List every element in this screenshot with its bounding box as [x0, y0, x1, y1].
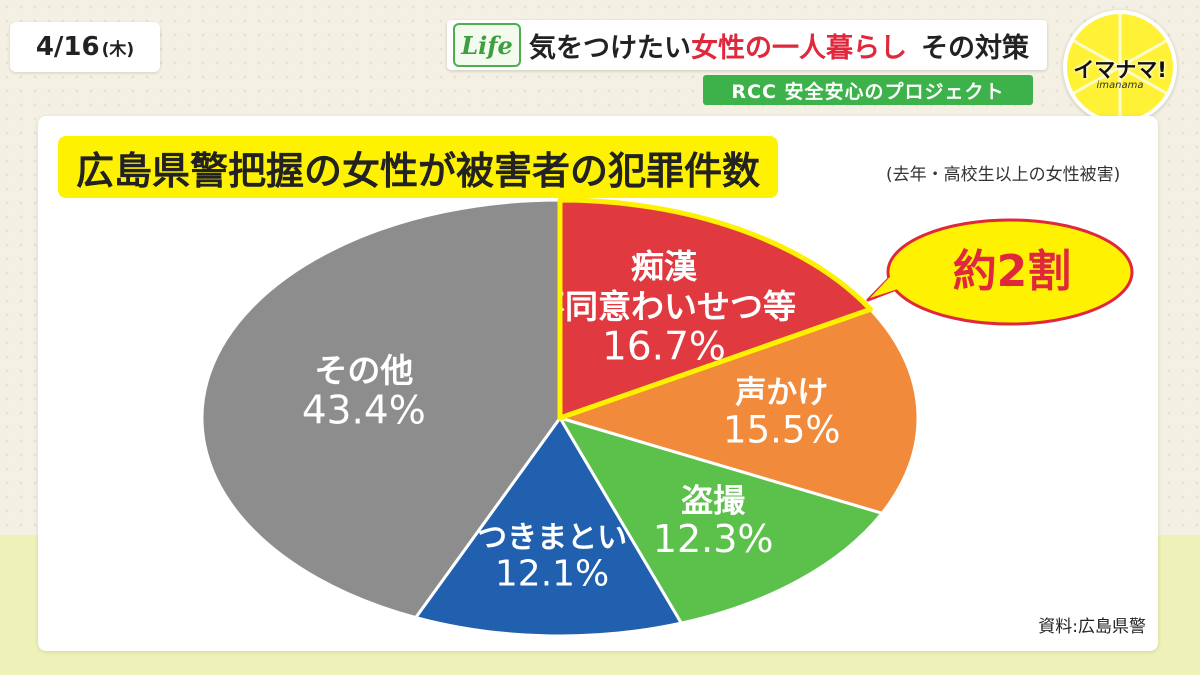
logo-subtext: imanama [1096, 80, 1144, 91]
pie-slice-2 [556, 415, 885, 625]
slice-value-label-1: 15.5% [723, 409, 841, 452]
slice-value-label-0: 16.7% [602, 324, 726, 369]
callout-ellipse [886, 218, 1134, 326]
date-badge: 4/16 (木) [10, 22, 160, 72]
headline-banner: Life 気をつけたい女性の一人暮らし その対策 [447, 20, 1047, 70]
slice-value-label-4: 43.4% [302, 388, 426, 433]
callout-bubble: 約2割 [866, 218, 1134, 326]
project-bar: RCC 安全安心のプロジェクト [703, 75, 1033, 105]
slice-category-label-3: つきまとい [477, 521, 627, 556]
chart-subtitle: (去年・高校生以上の女性被害) [886, 165, 1121, 185]
logo-text: イマナマ! [1073, 58, 1167, 82]
slice-value-label-3: 12.1% [495, 554, 609, 595]
pie-slice-3 [413, 415, 684, 638]
callout-text: 約2割 [953, 246, 1072, 297]
headline-part-3: その対策 [921, 32, 1029, 64]
highlight-outline [557, 197, 873, 421]
slice-category-label-4: その他 [314, 351, 413, 390]
callout-pointer-fill [870, 263, 926, 298]
headline-text: 気をつけたい女性の一人暮らし その対策 [529, 26, 1029, 65]
date-text: 4/16 [35, 32, 100, 62]
day-of-week: (木) [101, 39, 135, 60]
headline-part-1: 気をつけたい [529, 32, 691, 64]
life-logo: Life [453, 23, 521, 67]
pie-slice-4 [200, 198, 562, 620]
slice-category-label-1: 声かけ [735, 375, 828, 411]
chart-title: 広島県警把握の女性が被害者の犯罪件数 [58, 136, 779, 198]
slice-category-label-0: 不同意わいせつ等 [532, 287, 796, 326]
pie-slice-1 [555, 307, 920, 516]
lemon-slice-icon [1073, 14, 1167, 120]
headline-part-2: 女性の一人暮らし [691, 32, 907, 64]
slice-value-label-2: 12.3% [653, 517, 774, 561]
slice-category-label-0: 痴漢 [631, 247, 698, 286]
slice-category-label-2: 盗撮 [681, 481, 746, 519]
imanama-logo: イマナマ! imanama [1063, 10, 1177, 124]
chart-source: 資料:広島県警 [1038, 617, 1146, 637]
